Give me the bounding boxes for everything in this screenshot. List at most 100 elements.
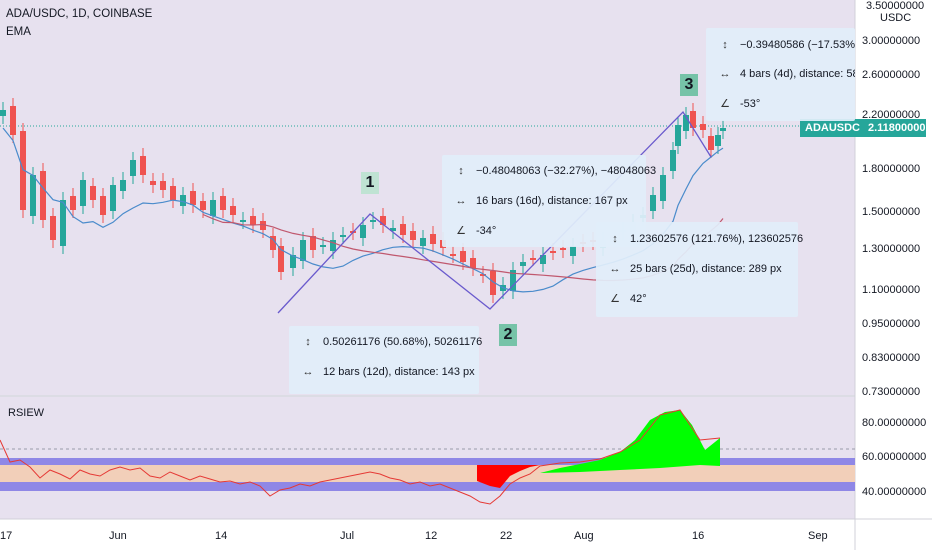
- date-tick: Sep: [808, 530, 828, 542]
- candle-body: [320, 245, 326, 247]
- candle-body: [400, 224, 406, 235]
- date-tick: 22: [500, 530, 513, 542]
- tt-price: 1.23602576 (121.76%), 123602576: [630, 233, 804, 245]
- candle-body: [70, 196, 76, 210]
- bars-range-icon: ↔: [455, 195, 467, 207]
- date-tick: 17: [0, 530, 13, 542]
- candle-body: [410, 231, 416, 240]
- rsi-tick: 60.00000000: [862, 451, 927, 463]
- candle-body: [720, 128, 726, 131]
- candle-body: [450, 254, 456, 256]
- candle-body: [310, 236, 316, 250]
- candle-body: [220, 196, 226, 210]
- candle-body: [250, 216, 256, 225]
- date-tick: 16: [692, 530, 705, 542]
- candle-body: [700, 124, 706, 130]
- current-ticker: ADAUSDC: [805, 122, 860, 134]
- candle-body: [10, 106, 16, 135]
- tt-bars: 16 bars (16d), distance: 167 px: [476, 195, 628, 207]
- candle-body: [290, 255, 296, 268]
- candle-body: [60, 200, 66, 246]
- candle-body: [30, 175, 36, 216]
- candle-body: [650, 195, 656, 211]
- candle-body: [140, 156, 146, 175]
- candle-body: [550, 251, 556, 253]
- price-tick: 2.60000000: [862, 69, 921, 81]
- price-tick: 2.20000000: [862, 109, 921, 121]
- price-range-icon: ↕: [458, 165, 464, 177]
- price-tick: 1.30000000: [862, 243, 921, 255]
- candle-body: [200, 201, 206, 210]
- ema-legend[interactable]: EMA: [6, 26, 31, 38]
- candle-body: [40, 171, 46, 220]
- price-range-icon: ↕: [612, 233, 618, 245]
- candle-body: [230, 206, 236, 215]
- candle-body: [180, 195, 186, 206]
- measure-tooltip-1[interactable]: ↕ 0.50261176 (50.68%), 50261176 ↔ 12 bars …: [289, 326, 482, 394]
- tt-bars: 12 bars (12d), distance: 143 px: [323, 366, 475, 378]
- candle-body: [260, 221, 266, 230]
- candle-body: [660, 175, 666, 201]
- candle-body: [390, 228, 396, 231]
- candle-body: [50, 216, 56, 240]
- candle-body: [340, 235, 346, 237]
- candle-body: [20, 131, 26, 210]
- tt-angle: 42°: [630, 292, 647, 305]
- rsi-tick: 80.00000000: [862, 417, 927, 429]
- candle-body: [360, 225, 366, 238]
- candle-body: [300, 240, 306, 261]
- rsi-upper-band: [0, 458, 855, 465]
- date-tick: 12: [425, 530, 438, 542]
- price-tick: 0.73000000: [862, 386, 921, 398]
- candle-body: [670, 150, 676, 171]
- candle-body: [420, 238, 426, 246]
- measure-tooltip-4[interactable]: ↕ −0.39480586 (−17.53%), ↔ 4 bars (4d), di…: [706, 28, 855, 121]
- rsi-lower-band: [0, 482, 855, 491]
- symbol-legend[interactable]: ADA/USDC, 1D, COINBASE: [6, 8, 153, 20]
- price-range-icon: ↕: [305, 336, 311, 348]
- tt-angle: -34°: [476, 224, 497, 237]
- candle-body: [715, 135, 721, 146]
- candle-body: [270, 236, 276, 250]
- current-price-value: 2.11800000: [868, 122, 926, 134]
- date-tick: Jul: [340, 530, 355, 542]
- wave-label-1[interactable]: 1: [361, 172, 379, 194]
- candle-body: [690, 111, 696, 128]
- candle-body: [130, 160, 136, 176]
- candle-body: [708, 136, 714, 150]
- date-tick: 14: [215, 530, 228, 542]
- tt-angle: -53°: [740, 97, 761, 110]
- candle-body: [110, 185, 116, 211]
- candle-body: [560, 248, 566, 250]
- wave-label-2[interactable]: 2: [499, 324, 517, 346]
- candle-body: [430, 234, 436, 244]
- candle-body: [460, 251, 466, 262]
- candle-body: [510, 270, 516, 291]
- date-tick: Aug: [574, 530, 594, 542]
- candle-body: [530, 258, 536, 260]
- rsi-title[interactable]: RSIEW: [8, 407, 45, 419]
- candle-body: [278, 246, 284, 272]
- price-range-icon: ↕: [722, 39, 728, 51]
- price-tick: 0.83000000: [862, 352, 921, 364]
- rsi-positive-fill: [540, 410, 720, 473]
- candle-body: [190, 191, 196, 205]
- candle-body: [570, 246, 576, 256]
- candle-body: [370, 220, 376, 222]
- price-tick: 1.50000000: [862, 206, 921, 218]
- candle-body: [0, 110, 6, 116]
- candle-body: [675, 125, 681, 146]
- candle-body: [100, 196, 106, 215]
- wave-label-3[interactable]: 3: [680, 74, 698, 96]
- rsi-negative-fill: [477, 465, 540, 488]
- bars-range-icon: ↔: [302, 366, 314, 378]
- candle-body: [683, 115, 689, 131]
- candle-body: [90, 186, 96, 200]
- tt-bars: 25 bars (25d), distance: 289 px: [630, 263, 782, 275]
- candle-body: [80, 180, 86, 206]
- measure-tooltip-3[interactable]: ↕ 1.23602576 (121.76%), 123602576 ↔ 25 bar…: [596, 222, 803, 317]
- candle-body: [150, 181, 156, 185]
- candle-body: [240, 220, 246, 222]
- candle-body: [540, 255, 546, 264]
- elliott-wave-line: [277, 110, 712, 314]
